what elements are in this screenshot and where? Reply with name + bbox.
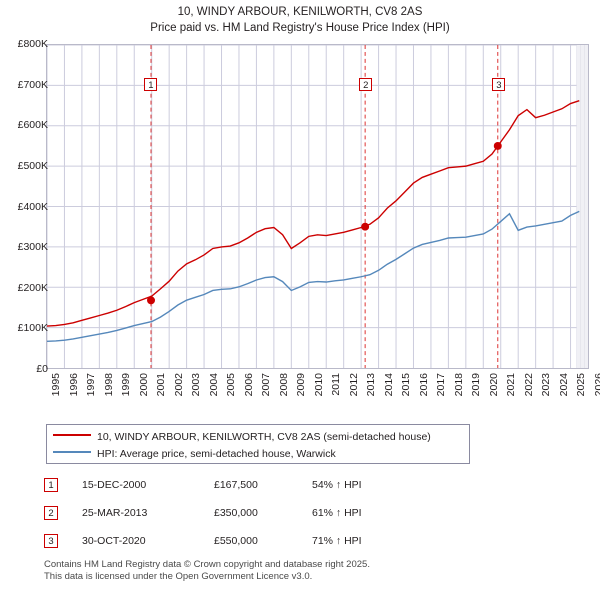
row-index-badge: 3 [44,534,58,548]
x-tick-label: 1998 [102,373,115,397]
y-tick-label: £200K [17,281,48,294]
x-tick-label: 2009 [295,373,308,397]
grid-layer [47,45,588,368]
x-tick-label: 2006 [242,373,255,397]
legend-label-1: HPI: Average price, semi-detached house,… [97,448,336,460]
x-tick-label: 2005 [225,373,238,397]
legend-swatch-0 [53,434,91,437]
event-marker-badge: 3 [492,78,506,91]
x-tick-label: 2018 [452,373,465,397]
chart-legend: 10, WINDY ARBOUR, KENILWORTH, CV8 2AS (s… [46,424,470,464]
row-hpi: 61% ↑ HPI [312,507,362,519]
x-tick-label: 2000 [137,373,150,397]
row-date: 30-OCT-2020 [82,535,146,547]
x-tick-label: 2023 [540,373,553,397]
row-price: £350,000 [214,507,258,519]
x-tick-label: 1997 [85,373,98,397]
x-tick-label: 1995 [50,373,62,397]
y-tick-label: £100K [17,322,48,335]
row-index-badge: 1 [44,478,58,492]
row-hpi: 71% ↑ HPI [312,535,362,547]
legend-item-1: HPI: Average price, semi-detached house,… [53,446,336,462]
x-tick-label: 2001 [155,373,168,397]
y-tick-label: £400K [17,200,48,213]
footer-attribution: Contains HM Land Registry data © Crown c… [44,559,584,582]
y-tick-label: £800K [17,38,48,50]
table-row: 2 25-MAR-2013 £350,000 61% ↑ HPI [44,502,464,530]
legend-label-0: 10, WINDY ARBOUR, KENILWORTH, CV8 2AS (s… [97,431,431,443]
table-row: 1 15-DEC-2000 £167,500 54% ↑ HPI [44,474,464,502]
x-tick-label: 2026 [593,373,600,397]
x-tick-label: 2008 [277,373,290,397]
y-tick-label: £300K [17,241,48,254]
row-hpi: 54% ↑ HPI [312,479,362,491]
y-tick-label: £500K [17,159,48,172]
title-line-1: 10, WINDY ARBOUR, KENILWORTH, CV8 2AS [177,6,423,18]
data-layer [47,45,580,368]
x-tick-label: 2017 [435,373,448,397]
row-price: £550,000 [214,535,258,547]
y-tick-label: £700K [17,78,48,91]
x-tick-label: 2024 [557,373,570,397]
x-tick-label: 2019 [470,373,483,397]
row-date: 15-DEC-2000 [82,479,147,491]
x-tick-label: 2010 [312,373,325,397]
title-line-2: Price paid vs. HM Land Registry's House … [150,22,450,34]
x-tick-label: 2012 [347,373,360,397]
row-price: £167,500 [214,479,258,491]
page-title: 10, WINDY ARBOUR, KENILWORTH, CV8 2AS Pr… [0,4,600,36]
x-tick-label: 2020 [487,373,500,397]
x-tick-label: 2021 [505,373,518,397]
event-marker-badge: 2 [359,78,373,91]
legend-swatch-1 [53,451,91,454]
y-tick-label: £0 [36,363,48,375]
chart-plot-area [46,44,589,369]
row-index-badge: 2 [44,506,58,520]
sales-table: 1 15-DEC-2000 £167,500 54% ↑ HPI 2 25-MA… [44,474,464,558]
event-marker-badge: 1 [144,78,158,91]
x-tick-label: 2025 [575,373,588,397]
x-tick-label: 2013 [365,373,378,397]
footer-line-2: This data is licensed under the Open Gov… [44,570,313,582]
x-tick-label: 2016 [417,373,430,397]
x-tick-label: 2022 [522,373,535,397]
legend-item-0: 10, WINDY ARBOUR, KENILWORTH, CV8 2AS (s… [53,429,431,445]
x-tick-label: 2002 [172,373,185,397]
x-tick-label: 2003 [190,373,203,397]
x-tick-label: 1999 [120,373,133,397]
footer-line-1: Contains HM Land Registry data © Crown c… [44,559,370,570]
x-tick-label: 2014 [382,373,395,397]
y-tick-label: £600K [17,119,48,132]
x-tick-label: 2007 [260,373,273,397]
x-tick-label: 1996 [67,373,80,397]
table-row: 3 30-OCT-2020 £550,000 71% ↑ HPI [44,530,464,558]
x-tick-label: 2011 [330,373,343,396]
x-tick-label: 2004 [207,373,220,397]
row-date: 25-MAR-2013 [82,507,148,519]
x-tick-label: 2015 [400,373,413,397]
